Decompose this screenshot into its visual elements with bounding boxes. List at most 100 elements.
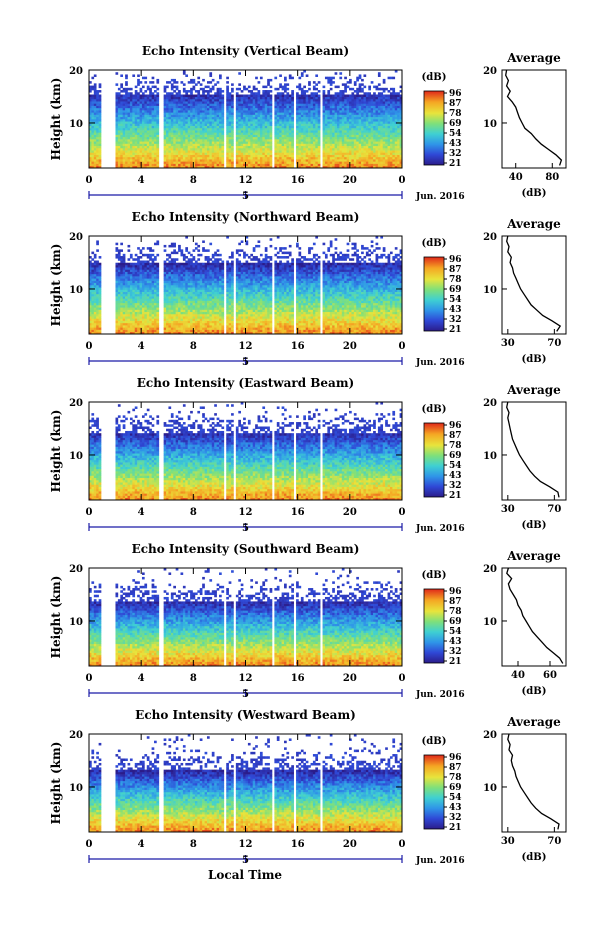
heatmap-cell xyxy=(370,103,374,106)
heatmap-cell xyxy=(211,163,215,167)
heatmap-cell xyxy=(156,139,160,142)
heatmap-cell xyxy=(91,298,95,301)
heatmap-cell xyxy=(264,130,268,133)
heatmap-cell xyxy=(146,287,150,290)
heatmap-cell xyxy=(308,107,311,111)
heatmap-cell xyxy=(149,94,152,98)
heatmap-cell xyxy=(382,125,386,129)
heatmap-cell xyxy=(175,101,179,104)
heatmap-cell xyxy=(89,327,92,330)
heatmap-cell xyxy=(173,78,176,82)
heatmap-cell xyxy=(329,81,333,84)
heatmap-cell xyxy=(144,291,148,295)
heatmap-cell xyxy=(312,165,316,169)
heatmap-cell xyxy=(245,114,249,118)
heatmap-cell xyxy=(93,293,97,297)
heatmap-cell xyxy=(127,143,131,147)
heatmap-cell xyxy=(279,147,282,151)
heatmap-cell xyxy=(375,110,379,113)
heatmap-cell xyxy=(129,267,133,270)
heatmap-cell xyxy=(274,116,278,120)
heatmap-cell xyxy=(228,141,232,144)
heatmap-cell xyxy=(397,143,400,147)
heatmap-cell xyxy=(312,145,316,149)
heatmap-cell xyxy=(96,305,99,308)
heatmap-cell xyxy=(284,116,287,120)
heatmap-cell xyxy=(363,132,367,135)
heatmap-cell xyxy=(98,141,102,144)
heatmap-cell xyxy=(204,139,208,142)
heatmap-cell xyxy=(209,145,213,149)
heatmap-cell xyxy=(235,121,239,124)
heatmap-cell xyxy=(89,94,92,98)
heatmap-cell xyxy=(214,121,217,124)
heatmap-cell xyxy=(129,253,133,257)
heatmap-cell xyxy=(279,98,282,102)
heatmap-cell xyxy=(115,105,119,109)
heatmap-cell xyxy=(141,152,145,155)
heatmap-cell xyxy=(132,285,136,288)
heatmap-cell xyxy=(134,156,138,160)
heatmap-cell xyxy=(389,125,393,129)
heatmap-cell xyxy=(322,123,326,126)
heatmap-cell xyxy=(122,87,126,91)
heatmap-cell xyxy=(214,125,217,129)
heatmap-cell xyxy=(214,145,217,149)
heatmap-cell xyxy=(129,101,133,104)
heatmap-cell xyxy=(394,119,398,122)
heatmap-cell xyxy=(324,123,328,126)
heatmap-cell xyxy=(168,125,172,129)
heatmap-cell xyxy=(117,96,121,100)
heatmap-cell xyxy=(127,267,131,270)
heatmap-cell xyxy=(137,130,140,133)
heatmap-cell xyxy=(341,127,345,131)
heatmap-cell xyxy=(182,152,186,155)
heatmap-cell xyxy=(267,83,270,86)
heatmap-cell xyxy=(98,105,102,109)
heatmap-cell xyxy=(185,92,189,95)
heatmap-cell xyxy=(204,163,208,167)
heatmap-cell xyxy=(93,260,97,264)
heatmap-cell xyxy=(132,165,136,169)
heatmap-cell xyxy=(122,305,126,308)
heatmap-cell xyxy=(322,141,326,144)
heatmap-cell xyxy=(298,141,302,144)
heatmap-cell xyxy=(346,139,350,142)
heatmap-cell xyxy=(149,110,152,113)
heatmap-cell xyxy=(274,134,278,138)
heatmap-cell xyxy=(247,114,251,118)
heatmap-cell xyxy=(115,116,119,120)
heatmap-cell xyxy=(397,145,400,149)
heatmap-cell xyxy=(134,127,138,131)
heatmap-cell xyxy=(144,105,148,109)
heatmap-cell xyxy=(96,107,99,111)
heatmap-cell xyxy=(192,150,196,153)
heatmap-cell xyxy=(353,141,357,144)
heatmap-cell xyxy=(129,165,133,169)
heatmap-cell xyxy=(288,150,292,153)
heatmap-cell xyxy=(206,121,210,124)
heatmap-cell xyxy=(377,139,381,142)
heatmap-cell xyxy=(204,85,208,89)
heatmap-cell xyxy=(146,289,150,292)
heatmap-cell xyxy=(349,87,352,91)
heatmap-cell xyxy=(194,141,198,144)
heatmap-cell xyxy=(197,92,201,95)
heatmap-cell xyxy=(231,90,234,93)
heatmap-cell xyxy=(380,98,384,102)
heatmap-cell xyxy=(380,121,384,124)
heatmap-cell xyxy=(115,313,119,317)
heatmap-cell xyxy=(284,143,287,147)
heatmap-cell xyxy=(322,107,326,111)
heatmap-cell xyxy=(98,331,102,335)
heatmap-cell xyxy=(139,103,143,106)
heatmap-cell xyxy=(149,300,152,304)
heatmap-cell xyxy=(308,94,311,98)
heatmap-cell xyxy=(115,302,119,306)
heatmap-cell xyxy=(334,98,338,102)
heatmap-cell xyxy=(96,285,99,288)
heatmap-cell xyxy=(300,127,304,131)
heatmap-cell xyxy=(262,145,266,149)
heatmap-cell xyxy=(286,136,290,140)
heatmap-cell xyxy=(166,96,169,100)
